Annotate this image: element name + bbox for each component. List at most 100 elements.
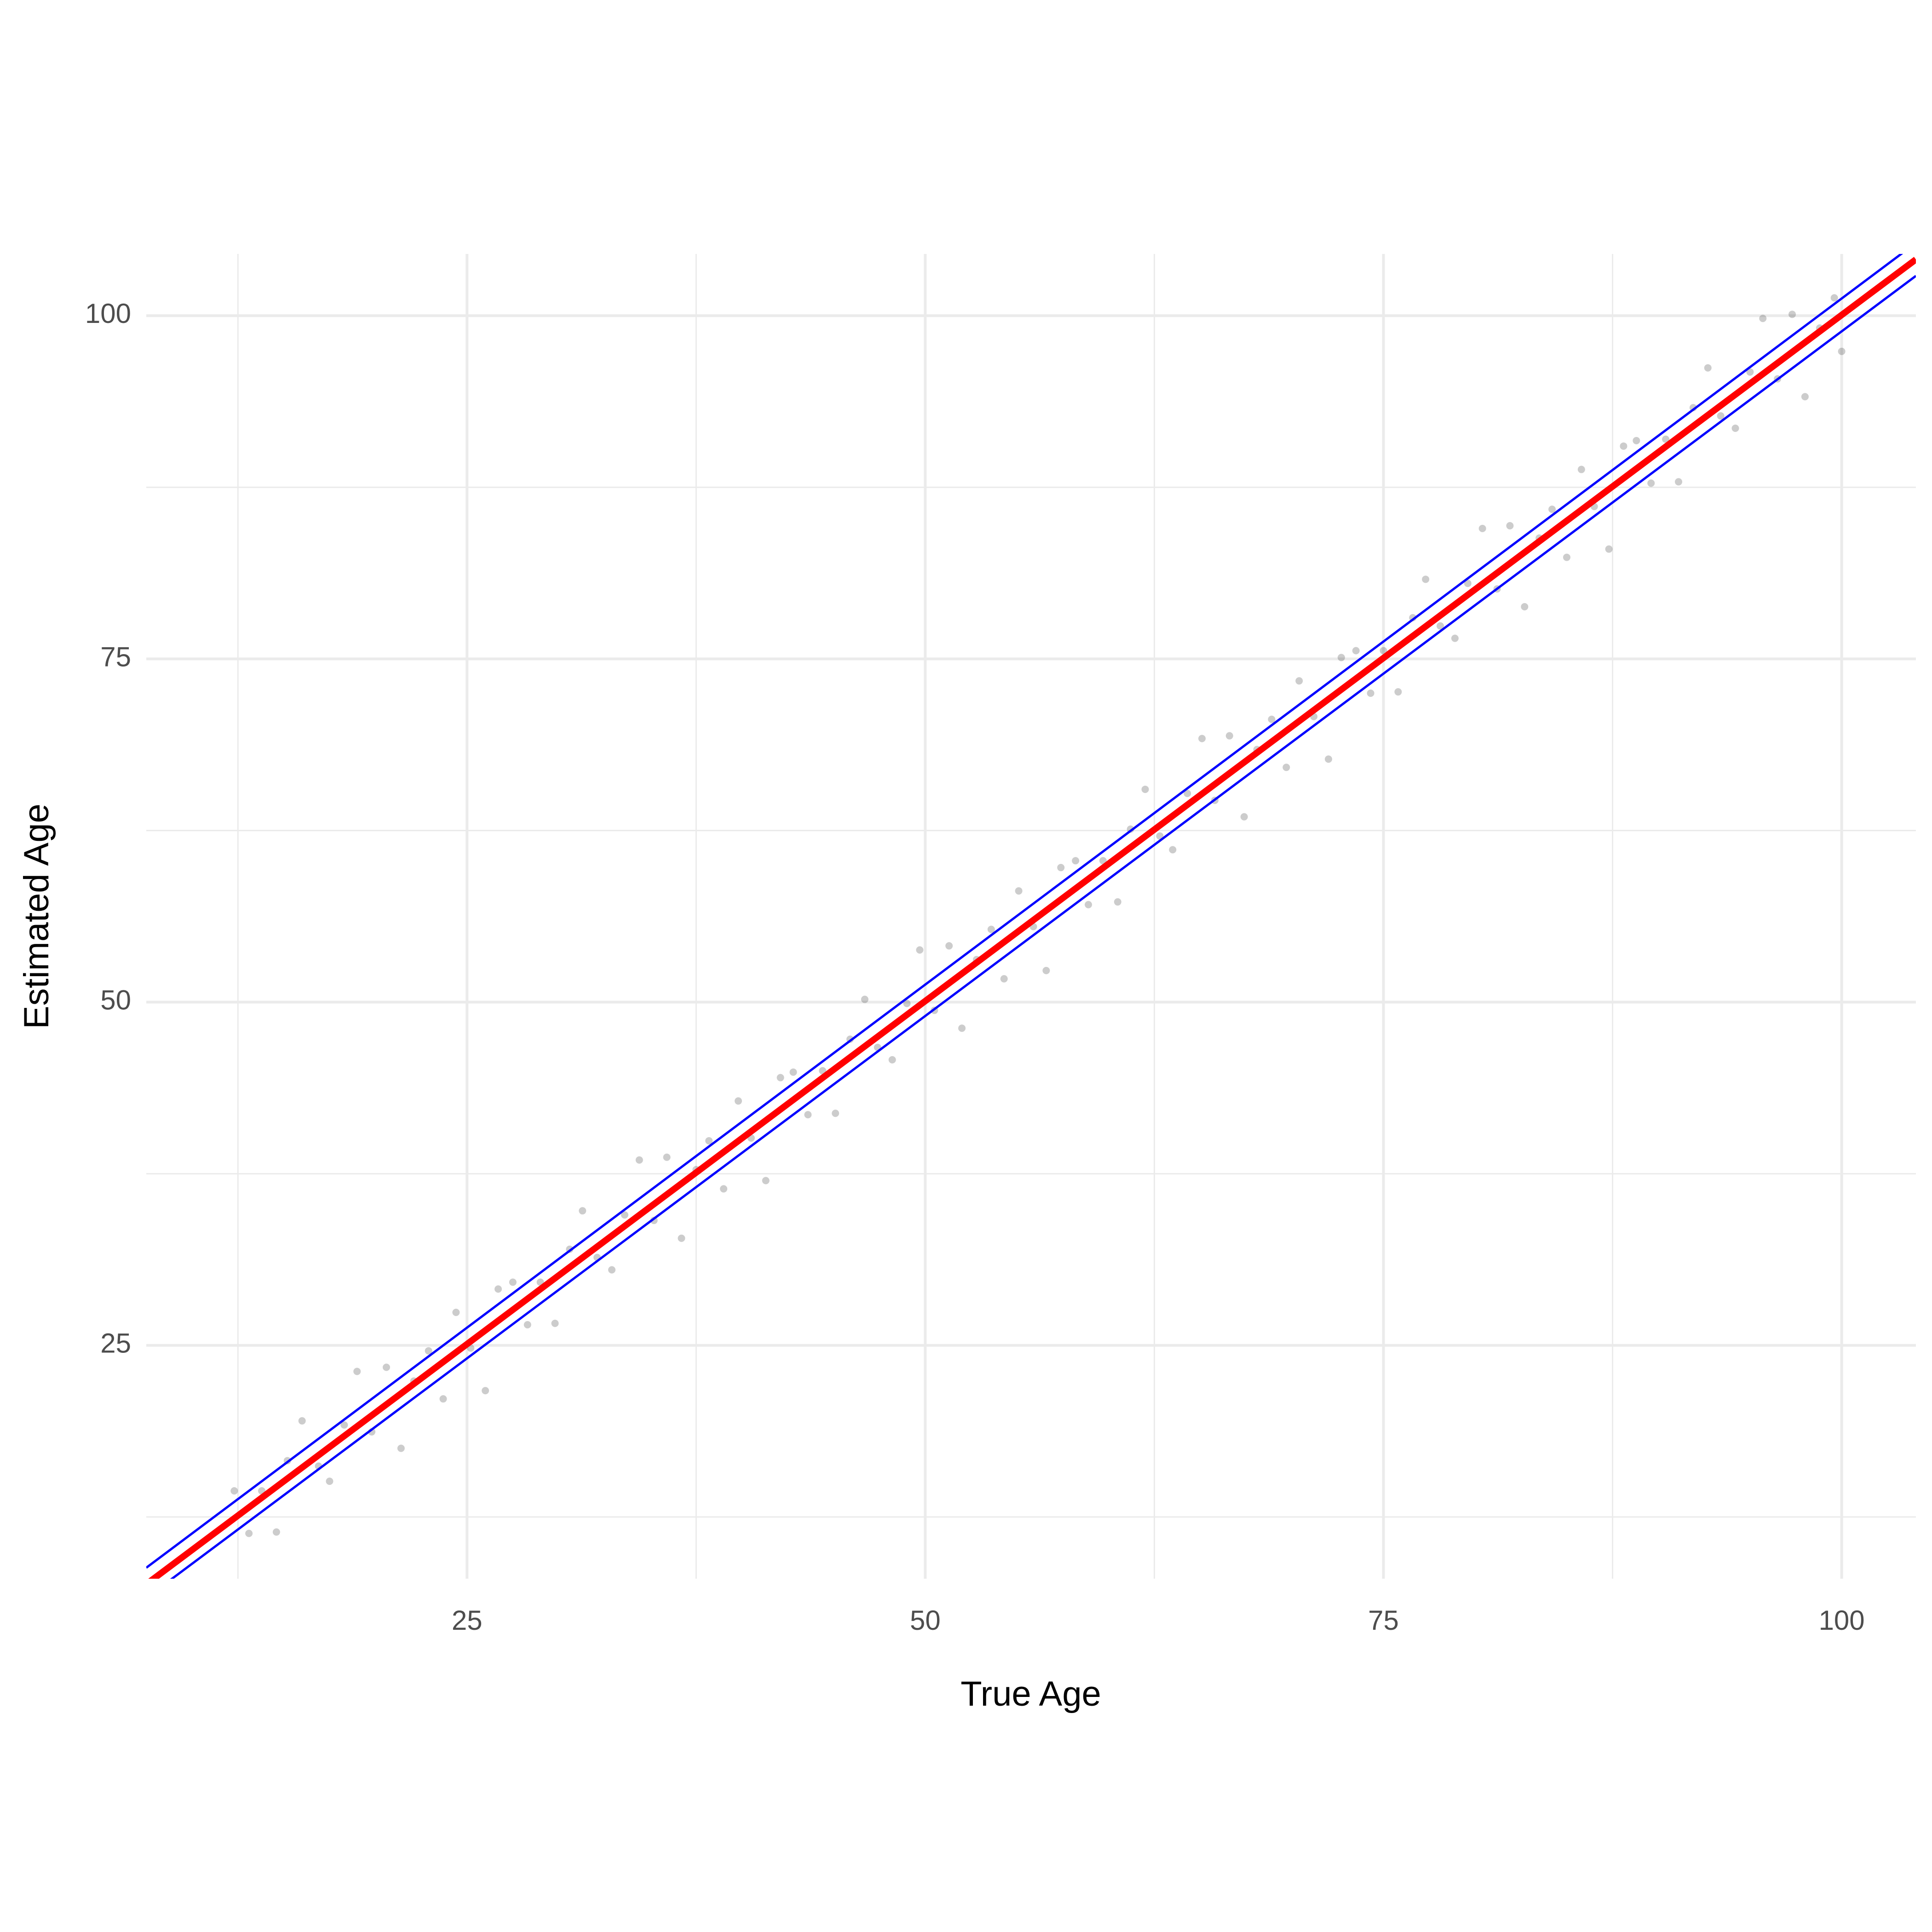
point (1633, 437, 1640, 444)
point (1394, 688, 1402, 696)
point (945, 942, 953, 950)
x-tick-label: 50 (910, 1605, 941, 1636)
point (1114, 898, 1121, 906)
point (1577, 466, 1585, 473)
point (272, 1528, 280, 1536)
point (1295, 677, 1303, 685)
point (353, 1368, 361, 1375)
x-tick-label: 75 (1368, 1605, 1399, 1636)
point (804, 1111, 812, 1119)
point (551, 1319, 559, 1327)
point (1675, 478, 1683, 486)
point (1156, 832, 1164, 840)
point (663, 1153, 671, 1161)
point (705, 1137, 713, 1144)
point (1240, 813, 1248, 821)
point (1085, 901, 1092, 908)
point (1605, 545, 1613, 553)
point (789, 1068, 797, 1076)
point (608, 1266, 616, 1274)
point (1801, 393, 1809, 401)
y-tick-label: 75 (100, 641, 131, 672)
point (1015, 887, 1023, 895)
point (1731, 425, 1739, 432)
point (298, 1417, 306, 1425)
point (1548, 506, 1556, 513)
point (1072, 857, 1080, 865)
point (888, 1056, 896, 1064)
point (1282, 764, 1290, 771)
point (482, 1387, 489, 1395)
point (1563, 553, 1570, 561)
y-axis-title: Estimated Age (17, 804, 56, 1029)
point (452, 1309, 460, 1317)
point (678, 1234, 685, 1242)
point (1704, 364, 1712, 372)
point (1042, 966, 1050, 974)
y-tick-label: 50 (100, 984, 131, 1015)
point (734, 1097, 742, 1105)
point (230, 1487, 238, 1495)
point (987, 926, 995, 933)
point (762, 1177, 770, 1184)
point (1437, 622, 1444, 630)
point (439, 1395, 447, 1403)
point (776, 1074, 784, 1081)
point (1830, 294, 1838, 302)
point (861, 995, 868, 1003)
point (579, 1207, 586, 1215)
point (1647, 479, 1655, 487)
point (720, 1185, 728, 1193)
point (1380, 647, 1387, 655)
x-tick-label: 25 (452, 1605, 483, 1636)
point (1268, 715, 1276, 723)
y-tick-label: 100 (85, 298, 131, 329)
point (1620, 442, 1627, 450)
point (509, 1278, 517, 1286)
point (397, 1444, 405, 1452)
point (1838, 347, 1846, 355)
line (146, 254, 1903, 1569)
point (1451, 634, 1459, 642)
point (903, 1000, 911, 1007)
point (382, 1363, 390, 1371)
point (621, 1211, 628, 1219)
point (1000, 975, 1008, 983)
y-tick-label: 25 (100, 1328, 131, 1358)
point (1478, 524, 1486, 532)
point (958, 1024, 966, 1032)
point (1352, 647, 1360, 655)
point (1464, 580, 1472, 587)
point (1717, 412, 1725, 420)
point (1324, 755, 1332, 763)
point (1746, 368, 1754, 376)
point (1141, 785, 1149, 793)
point (1422, 575, 1430, 583)
point (245, 1530, 253, 1537)
point (1506, 522, 1514, 529)
point (635, 1156, 643, 1164)
point (1184, 789, 1191, 797)
point (1788, 310, 1796, 318)
point (1057, 864, 1065, 872)
point (494, 1285, 502, 1293)
point (1367, 690, 1374, 697)
point (1198, 735, 1206, 742)
point (1759, 315, 1767, 322)
point (1225, 732, 1233, 740)
point (832, 1110, 840, 1117)
x-axis-title: True Age (960, 1674, 1101, 1714)
point (425, 1347, 432, 1355)
x-tick-label: 100 (1819, 1605, 1865, 1636)
point (326, 1478, 334, 1485)
point (1521, 603, 1529, 611)
point (1662, 435, 1670, 443)
line (170, 275, 1916, 1579)
point (523, 1321, 531, 1328)
plot-area (146, 254, 1916, 1579)
point (340, 1421, 348, 1429)
point (916, 946, 924, 954)
point (1169, 846, 1177, 854)
